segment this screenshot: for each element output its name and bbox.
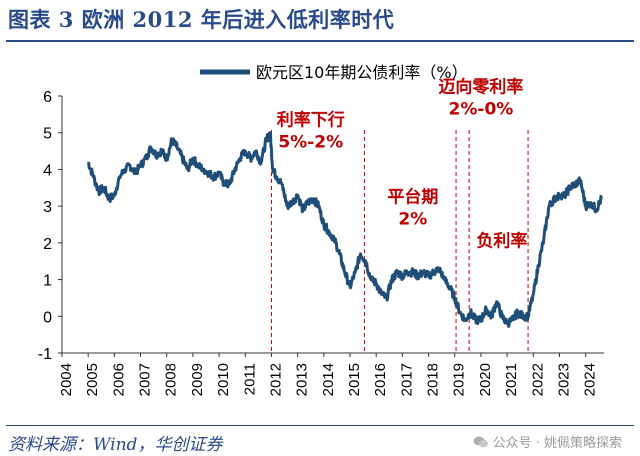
x-tick-label: 2014	[320, 363, 337, 396]
page-title: 图表 3 欧洲 2012 年后进入低利率时代	[8, 7, 395, 32]
x-tick-label: 2008	[163, 363, 180, 396]
x-tick-label: 2019	[451, 363, 468, 396]
x-tick-label: 2005	[84, 363, 101, 396]
x-tick-label: 2017	[398, 363, 415, 396]
watermark-text: 公众号 · 姚佩策略探索	[492, 436, 622, 451]
x-tick-label: 2024	[582, 363, 599, 396]
annotation-label: 5%-2%	[278, 132, 343, 152]
x-tick-label: 2013	[294, 363, 311, 396]
y-tick-label: 0	[43, 309, 52, 326]
x-tick-label: 2022	[529, 363, 546, 396]
title-divider	[6, 40, 634, 42]
series-layer	[86, 131, 603, 328]
footer-divider	[6, 425, 634, 426]
y-tick-label: 6	[43, 89, 52, 106]
x-tick-label: 2009	[189, 363, 206, 396]
y-tick-label: 4	[43, 162, 52, 179]
y-tick-label: 2	[43, 236, 52, 253]
annotation-label: 2%	[398, 210, 427, 230]
wechat-icon	[473, 436, 488, 447]
x-tick-label: 2007	[137, 363, 154, 396]
x-tick-label: 2016	[372, 363, 389, 396]
y-tick-label: 5	[43, 126, 52, 143]
x-tick-label: 2018	[425, 363, 442, 396]
x-tick-label: 2020	[477, 363, 494, 396]
x-tick-label: 2023	[555, 363, 572, 396]
watermark: 公众号 · 姚佩策略探索	[473, 432, 622, 451]
y-tick-label: 3	[43, 199, 52, 216]
x-tick-label: 2012	[267, 363, 284, 396]
x-tick-label: 2011	[241, 363, 258, 395]
legend-label: 欧元区10年期公债利率（%）	[256, 63, 468, 82]
x-tick-label: 2021	[503, 363, 520, 396]
annotation-label: 负利率	[476, 231, 527, 252]
y-tick-label: 1	[43, 273, 52, 290]
chart-axes: -1 0 1 2 3 4 5 6 2004 2005 2006 2007 2008 2009 2010 201…	[38, 89, 604, 396]
series-line	[86, 131, 603, 328]
x-tick-label: 2004	[58, 363, 75, 396]
x-tick-label: 2006	[110, 363, 127, 396]
source-note: 资料来源：Wind，华创证券	[8, 435, 223, 455]
chart-legend: 欧元区10年期公债利率（%）	[200, 63, 468, 82]
x-tick-label: 2015	[346, 363, 363, 396]
x-tick-label: 2010	[215, 363, 232, 396]
y-tick-label: -1	[38, 346, 52, 363]
annotation-label: 利率下行	[277, 109, 345, 130]
annotation-label: 2%-0%	[449, 99, 514, 119]
annotation-label: 迈向零利率	[438, 76, 523, 97]
annotation-label: 平台期	[387, 186, 438, 207]
